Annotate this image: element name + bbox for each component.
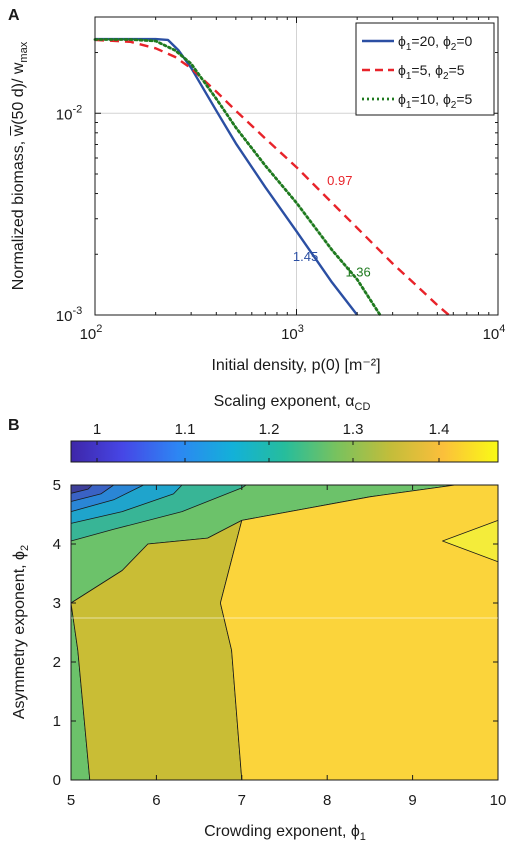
x-tick-label: 104 [483,323,506,343]
legend-value: =5, [411,62,435,78]
y-tick-label: 2 [53,654,61,671]
colorbar-title: Scaling exponent, αCD [214,393,371,413]
slope-annotation: 1.45 [293,249,318,264]
panel-b-axes-frame [70,484,499,781]
series-line-1 [95,37,359,316]
panel-b-ticks: 5 6 7 8 9 10 0 1 2 3 4 5 [53,477,507,809]
panel-b-label: B [8,417,20,434]
slope-annotation: 1.36 [345,265,370,280]
panel-a-y-axis-label-main: Normalized biomass, w̅(50 d)/ w [9,62,27,290]
slope-annotation: 0.97 [327,173,352,188]
legend-sub: 1 [406,100,412,111]
legend-phi: ϕ [443,33,451,49]
legend-sub: 2 [451,100,457,111]
colorbar-tick-label: 1 [93,421,101,438]
panel-b-x-axis-label-main: Crowding exponent, ϕ [204,823,360,840]
panel-b-x-axis-label-sub: 1 [360,831,366,843]
x-tick-label: 102 [80,323,103,343]
panel-b-y-axis-label: Asymmetry exponent, ϕ2 [11,545,31,719]
legend-entry: ϕ1=5, ϕ2=5 [398,62,465,82]
legend-phi: ϕ [398,91,406,107]
panel-a-y-axis-label: Normalized biomass, w̅(50 d)/ wmax [9,41,30,290]
y-tick-label: 10-2 [56,103,82,123]
panel-a-x-axis-label: Initial density, p(0) [m⁻²] [211,357,380,374]
x-tick-label: 7 [238,792,246,809]
y-tick-label: 0 [53,772,61,789]
panel-a-annotations: 0.97 1.45 1.36 [293,173,371,279]
contour-region [219,484,499,781]
colorbar-title-sub: CD [355,401,371,413]
y-tick-label: 1 [53,713,61,730]
panel-a-y-axis-label-sub: max [18,41,30,62]
y-tick-label: 4 [53,536,61,553]
legend-phi: ϕ [398,62,406,78]
legend-sub: 2 [451,42,457,53]
legend-value: =5 [449,62,465,78]
legend-value: =0 [456,33,472,49]
x-tick-label: 6 [152,792,160,809]
contour-regions [70,484,499,781]
legend-phi: ϕ [435,62,443,78]
x-tick-label-base: 10 [80,326,97,343]
colorbar-tick-label: 1.2 [259,421,280,438]
x-tick-label-base: 10 [281,326,298,343]
legend-value: =20, [411,33,443,49]
y-tick-label: 3 [53,595,61,612]
x-tick-label-base: 10 [483,326,500,343]
legend-sub: 2 [443,71,449,82]
legend-sub: 1 [406,71,412,82]
colorbar-tick-label: 1.1 [175,421,196,438]
y-tick-label-exp: -3 [72,305,82,317]
x-tick-label-exp: 4 [499,323,505,335]
series-line-3 [93,38,382,317]
legend-value: =5 [456,91,472,107]
legend-entry: ϕ1=10, ϕ2=5 [398,91,473,111]
panel-a-legend: ϕ1=20, ϕ2=0ϕ1=5, ϕ2=5ϕ1=10, ϕ2=5 [355,22,495,116]
x-tick-label: 8 [323,792,331,809]
legend-sub: 1 [406,42,412,53]
panel-b-y-axis-label-sub: 2 [19,545,31,551]
y-tick-label: 10-3 [56,305,82,325]
panel-a-series [93,37,450,317]
y-tick-label-base: 10 [56,106,73,123]
panel-b-x-axis-label: Crowding exponent, ϕ1 [204,823,366,843]
legend-value: =10, [411,91,443,107]
colorbar-tick-label: 1.3 [343,421,364,438]
panel-a-label: A [8,7,20,24]
x-tick-label: 9 [408,792,416,809]
colorbar [70,440,499,463]
x-tick-label: 10 [490,792,507,809]
colorbar-tick-label: 1.4 [429,421,450,438]
legend-phi: ϕ [443,91,451,107]
series-line-2 [94,38,450,316]
y-tick-label-exp: -2 [72,103,82,115]
panel-b-y-axis-label-main: Asymmetry exponent, ϕ [11,551,28,719]
colorbar-ticks: 1 1.1 1.2 1.3 1.4 [93,421,450,462]
y-tick-label: 5 [53,477,61,494]
y-tick-label-base: 10 [56,308,73,325]
x-tick-label-exp: 2 [96,323,102,335]
legend-entry: ϕ1=20, ϕ2=0 [398,33,473,53]
x-tick-label: 103 [281,323,304,343]
colorbar-title-main: Scaling exponent, α [214,393,355,410]
x-tick-label: 5 [67,792,75,809]
legend-phi: ϕ [398,33,406,49]
panel-b: B Scaling exponent, αCD 1 1.1 1.2 1.3 1.4 5 6… [8,393,506,843]
x-tick-label-exp: 3 [298,323,304,335]
